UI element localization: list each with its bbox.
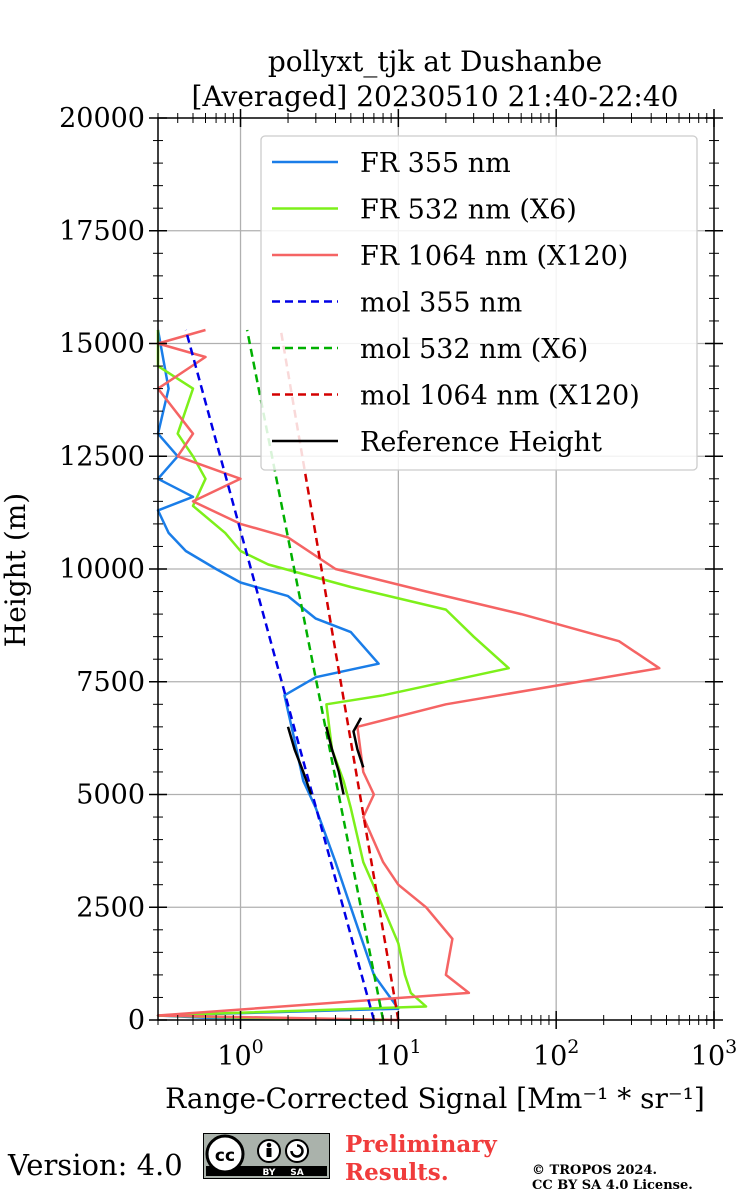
legend: FR 355 nm FR 532 nm (X6) FR 1064 nm (X120)… (260, 135, 698, 471)
x-tick-label: 100 (217, 1036, 263, 1072)
cc-by-sa-badge: cc BY SA (203, 1133, 330, 1179)
legend-label-6: Reference Height (360, 427, 602, 458)
chart-title-line2: [Averaged] 20230510 21:40-22:40 (192, 80, 679, 113)
legend-label-2: FR 1064 nm (X120) (360, 241, 628, 272)
results-text: Results. (345, 1159, 449, 1186)
y-axis-label: Height (m) (0, 493, 32, 647)
x-axis-label-text: Range-Corrected Signal [Mm⁻¹ * sr⁻¹] (165, 1082, 705, 1115)
series-line-3 (184, 329, 376, 1021)
preliminary-text: Preliminary (345, 1131, 497, 1158)
copyright-line1: © TROPOS 2024. (532, 1163, 658, 1178)
axis-ticks: 0 2500 5000 7500 10000 12500 15000 17500 20000 10… (59, 103, 737, 1072)
chart-title-line1: pollyxt_tjk at Dushanbe (268, 45, 602, 78)
copyright-notice: © TROPOS 2024. CC BY SA 4.0 License. (532, 1163, 693, 1193)
y-tick-label: 5000 (76, 780, 145, 811)
y-tick-label: 20000 (59, 103, 145, 134)
series-line-1 (156, 330, 510, 1022)
y-tick-label: 7500 (76, 667, 145, 698)
version-label: Version: 4.0 (8, 1148, 183, 1182)
legend-label-0: FR 355 nm (360, 148, 511, 179)
y-tick-label: 17500 (59, 216, 145, 247)
x-tick-label: 103 (691, 1036, 737, 1072)
series-line-0 (156, 329, 400, 1022)
legend-label-4: mol 532 nm (X6) (360, 334, 588, 365)
cc-sa-text: SA (290, 1168, 303, 1178)
data-series (156, 328, 661, 1022)
y-tick-label: 2500 (76, 892, 145, 923)
y-tick-label: 10000 (59, 554, 145, 585)
legend-box (260, 135, 698, 471)
legend-label-3: mol 355 nm (360, 288, 522, 319)
series-line-6 (325, 726, 345, 795)
copyright-line2: CC BY SA 4.0 License. (532, 1178, 693, 1193)
series-line-6 (286, 726, 313, 795)
legend-label-1: FR 532 nm (X6) (360, 195, 577, 226)
x-tick-label: 102 (533, 1036, 579, 1072)
y-tick-label: 0 (128, 1005, 145, 1036)
x-axis-label: Range-Corrected Signal [Mm⁻¹ * sr⁻¹] (165, 1082, 705, 1115)
cc-label: cc (215, 1146, 235, 1166)
y-tick-label: 12500 (59, 441, 145, 472)
sa-icon (285, 1139, 309, 1163)
legend-label-5: mol 1064 nm (X120) (360, 381, 640, 412)
series-line-2 (156, 328, 661, 1022)
cc-by-text: BY (263, 1168, 276, 1178)
series-line-6 (352, 717, 365, 768)
preliminary-notice: Preliminary Results. (345, 1131, 497, 1187)
x-tick-label: 101 (375, 1036, 421, 1072)
y-tick-label: 15000 (59, 329, 145, 360)
